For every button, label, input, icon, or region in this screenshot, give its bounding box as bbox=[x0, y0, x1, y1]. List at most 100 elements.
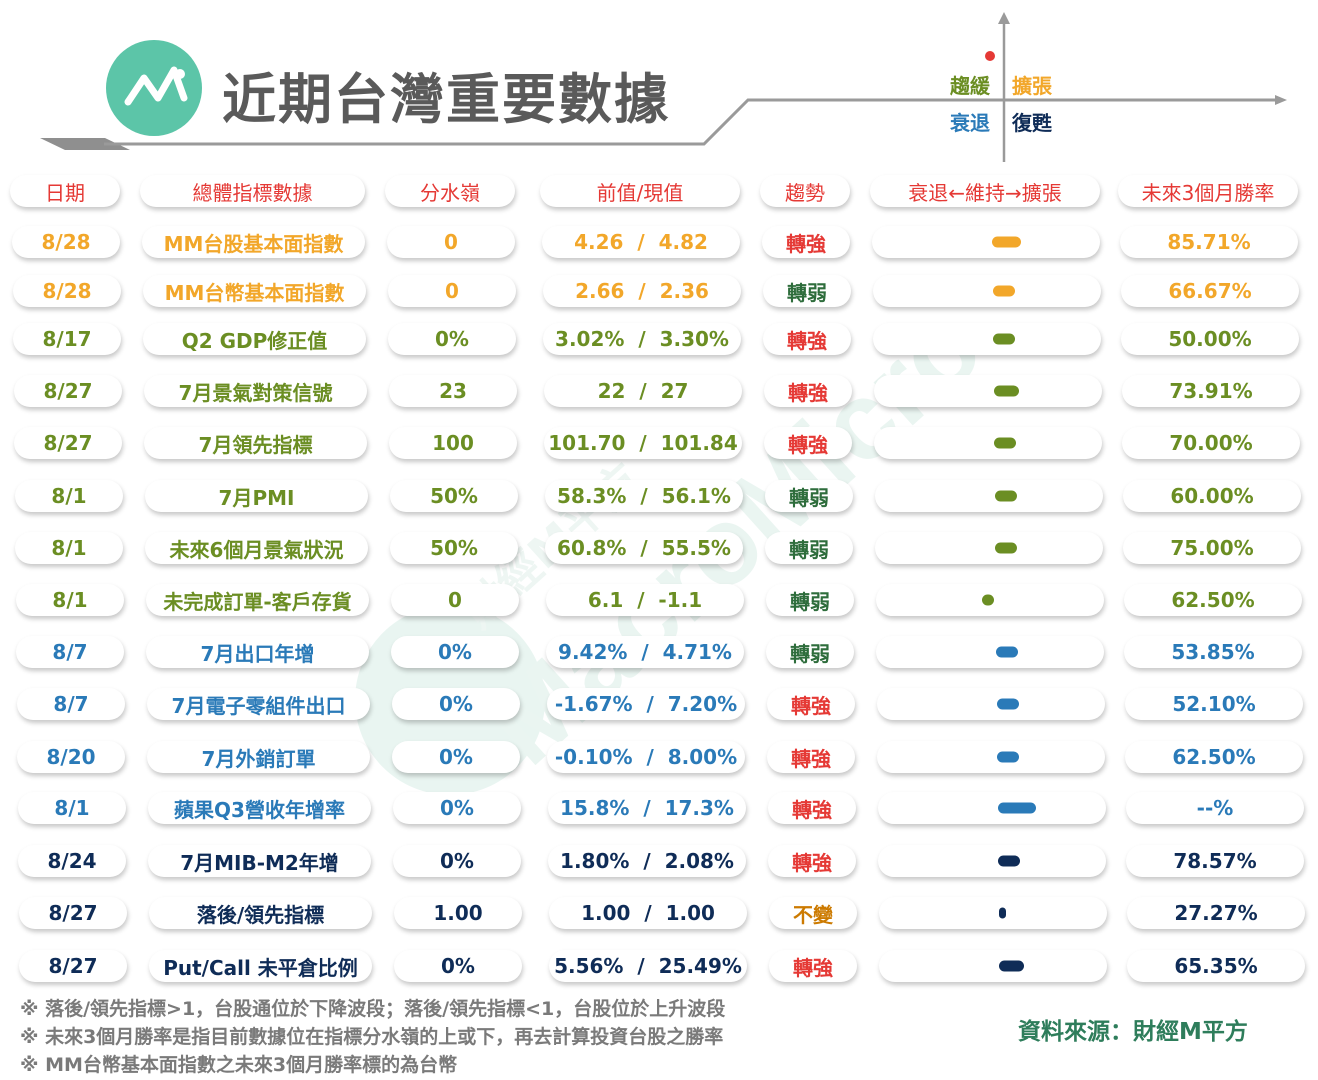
value-separator: / bbox=[632, 692, 668, 716]
quadrant-label-recession: 衰退 bbox=[950, 111, 990, 135]
row-curr-value: 1.00 bbox=[665, 901, 715, 925]
row-indicator-name: 7月外銷訂單 bbox=[147, 741, 370, 773]
value-separator: / bbox=[630, 901, 666, 925]
row-curr-value: 27 bbox=[660, 379, 689, 403]
row-winrate: 50.00% bbox=[1121, 323, 1299, 355]
row-curr-value: 7.20% bbox=[667, 692, 738, 716]
row-winrate: 85.71% bbox=[1120, 226, 1298, 258]
row-winrate: 62.50% bbox=[1125, 741, 1303, 773]
row-threshold: 23 bbox=[389, 375, 517, 407]
logo bbox=[106, 40, 202, 136]
row-trend: 轉強 bbox=[767, 741, 855, 773]
row-winrate: 70.00% bbox=[1122, 427, 1300, 459]
row-prev-value: 22 bbox=[597, 379, 626, 403]
row-values: 6.1 / -1.1 bbox=[546, 584, 744, 616]
value-separator: / bbox=[627, 640, 663, 664]
row-indicator-name: 7月MIB-M2年增 bbox=[148, 845, 371, 877]
row-trend: 轉強 bbox=[768, 845, 856, 877]
row-range-bar bbox=[994, 437, 1016, 449]
row-threshold: 0% bbox=[393, 845, 521, 877]
row-values: 9.42% / 4.71% bbox=[546, 636, 744, 668]
row-date: 8/27 bbox=[14, 375, 122, 407]
row-prev-value: -1.67% bbox=[554, 692, 633, 716]
row-trend: 轉強 bbox=[767, 688, 855, 720]
row-prev-value: 4.26 bbox=[574, 230, 624, 254]
header-underline bbox=[40, 95, 1287, 150]
row-trend: 轉弱 bbox=[765, 480, 853, 512]
row-range bbox=[875, 480, 1103, 512]
row-range-bar bbox=[999, 960, 1025, 972]
footnote-3: ※ MM台幣基本面指數之未來3個月勝率標的為台幣 bbox=[20, 1054, 458, 1076]
row-values: -0.10% / 8.00% bbox=[547, 741, 745, 773]
quadrant-label-slowdown: 趨緩 bbox=[950, 74, 990, 98]
row-curr-value: 2.08% bbox=[664, 849, 734, 873]
row-values: 3.02% / 3.30% bbox=[543, 323, 741, 355]
row-date: 8/28 bbox=[12, 226, 120, 258]
row-indicator-name: 7月景氣對策信號 bbox=[144, 375, 367, 407]
row-threshold: 0% bbox=[393, 792, 521, 824]
row-values: 101.70 / 101.84 bbox=[544, 427, 742, 459]
value-separator: / bbox=[629, 849, 665, 873]
value-separator: / bbox=[632, 745, 668, 769]
row-indicator-name: 7月電子零組件出口 bbox=[147, 688, 370, 720]
row-range-bar bbox=[997, 698, 1019, 710]
row-trend: 轉強 bbox=[768, 792, 856, 824]
row-winrate: --% bbox=[1126, 792, 1304, 824]
value-separator: / bbox=[626, 484, 662, 508]
row-values: 58.3% / 56.1% bbox=[545, 480, 743, 512]
row-range-bar bbox=[996, 646, 1018, 658]
page-title: 近期台灣重要數據 bbox=[222, 68, 670, 131]
row-range bbox=[874, 375, 1102, 407]
row-range bbox=[874, 427, 1102, 459]
row-indicator-name: MM台幣基本面指數 bbox=[143, 275, 366, 307]
row-values: 60.8% / 55.5% bbox=[545, 532, 743, 564]
header-threshold: 分水嶺 bbox=[385, 175, 515, 207]
row-date: 8/7 bbox=[17, 688, 125, 720]
row-prev-value: -0.10% bbox=[554, 745, 633, 769]
row-range bbox=[876, 636, 1104, 668]
row-range bbox=[877, 741, 1105, 773]
row-range-bar bbox=[992, 236, 1022, 248]
row-range bbox=[876, 584, 1104, 616]
row-trend: 轉弱 bbox=[763, 275, 851, 307]
row-range bbox=[873, 275, 1101, 307]
footnote-1: ※ 落後/領先指標>1，台股通位於下降波段；落後/領先指標<1，台股位於上升波段 bbox=[20, 998, 726, 1020]
row-range-bar bbox=[995, 542, 1017, 554]
row-values: 2.66 / 2.36 bbox=[543, 275, 741, 307]
row-indicator-name: 7月PMI bbox=[145, 480, 368, 512]
header-range: 衰退←維持→擴張 bbox=[870, 175, 1100, 207]
header-trend: 趨勢 bbox=[760, 175, 850, 207]
value-separator: / bbox=[623, 230, 659, 254]
row-date: 8/24 bbox=[18, 845, 126, 877]
value-separator: / bbox=[625, 379, 661, 403]
row-date: 8/1 bbox=[15, 532, 123, 564]
row-prev-value: 2.66 bbox=[575, 279, 625, 303]
row-winrate: 75.00% bbox=[1123, 532, 1301, 564]
row-threshold: 0 bbox=[387, 226, 515, 258]
row-curr-value: 4.71% bbox=[662, 640, 732, 664]
row-values: -1.67% / 7.20% bbox=[547, 688, 745, 720]
row-date: 8/1 bbox=[18, 792, 126, 824]
row-date: 8/27 bbox=[19, 950, 127, 982]
quadrant-label-recovery: 復甦 bbox=[1012, 111, 1052, 135]
row-threshold: 0 bbox=[388, 275, 516, 307]
row-prev-value: 58.3% bbox=[557, 484, 627, 508]
row-prev-value: 101.70 bbox=[548, 431, 626, 455]
row-curr-value: 56.1% bbox=[661, 484, 731, 508]
row-range-bar bbox=[999, 907, 1006, 919]
row-threshold: 0% bbox=[392, 741, 520, 773]
row-range-bar bbox=[998, 855, 1020, 867]
quadrant-marker bbox=[985, 51, 995, 61]
footnote-2: ※ 未來3個月勝率是指目前數據位在指標分水嶺的上或下，再去計算投資台股之勝率 bbox=[20, 1026, 724, 1048]
value-separator: / bbox=[623, 954, 659, 978]
row-range-bar bbox=[994, 385, 1020, 397]
row-values: 22 / 27 bbox=[544, 375, 742, 407]
row-prev-value: 5.56% bbox=[554, 954, 624, 978]
row-range-bar bbox=[993, 333, 1015, 345]
row-indicator-name: 7月領先指標 bbox=[144, 427, 367, 459]
row-winrate: 78.57% bbox=[1126, 845, 1304, 877]
row-range bbox=[873, 323, 1101, 355]
row-range bbox=[879, 897, 1107, 929]
row-indicator-name: Put/Call 未平倉比例 bbox=[149, 950, 372, 982]
header-values: 前值/現值 bbox=[540, 175, 740, 207]
